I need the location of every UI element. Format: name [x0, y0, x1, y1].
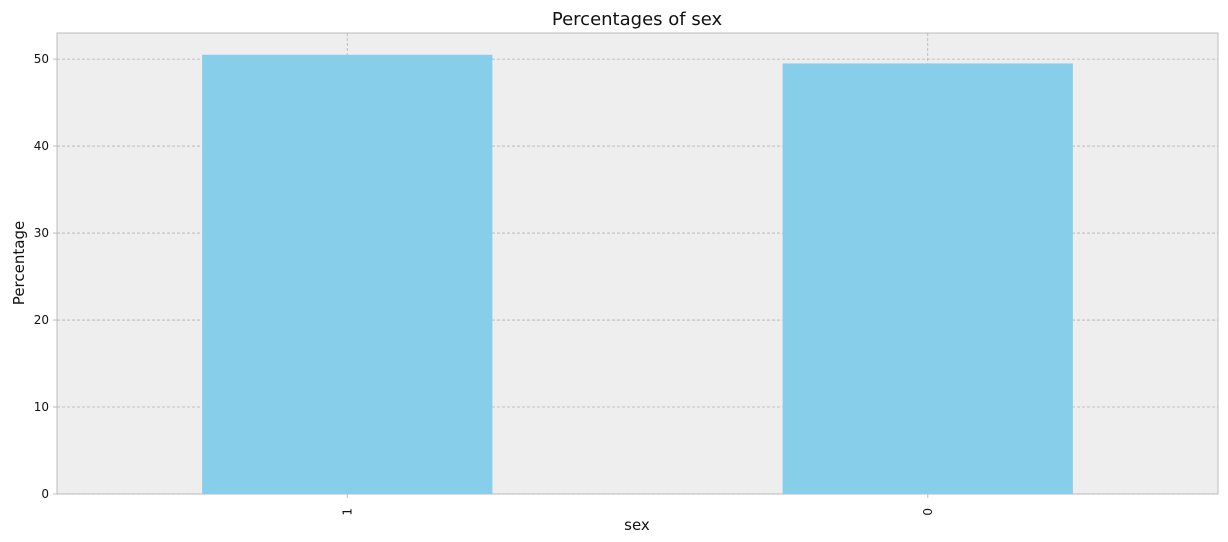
x-tick-label: 0	[921, 508, 935, 516]
x-tick-label: 1	[340, 508, 354, 516]
y-tick-label: 10	[34, 400, 49, 414]
y-tick-label: 40	[34, 139, 49, 153]
bars	[202, 54, 1073, 495]
y-tick-label: 0	[41, 487, 49, 501]
y-tick-label: 30	[34, 226, 49, 240]
y-axis-ticks: 0 10 20 30 40 50	[34, 52, 57, 501]
x-axis-label: sex	[624, 516, 650, 534]
chart-title: Percentages of sex	[552, 9, 723, 30]
bar-1	[202, 54, 493, 495]
y-tick-label: 20	[34, 313, 49, 327]
bar-0	[782, 63, 1073, 495]
y-tick-label: 50	[34, 52, 49, 66]
y-axis-label: Percentage	[10, 221, 28, 305]
